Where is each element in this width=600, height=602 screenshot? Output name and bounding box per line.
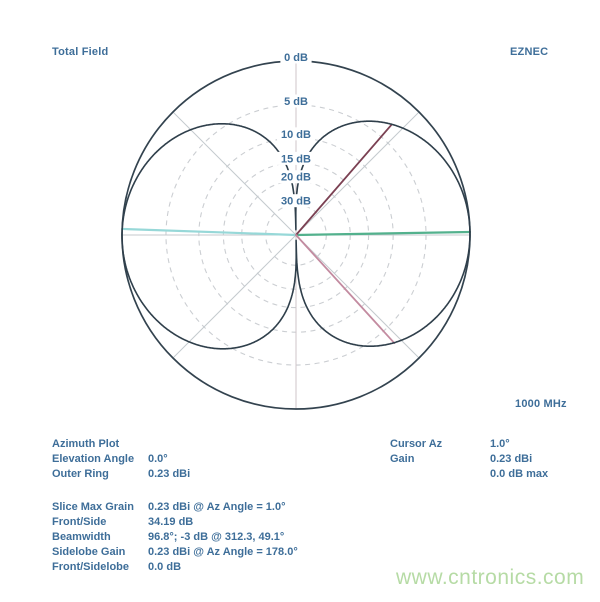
db-label-backing [277,127,315,141]
db-label-backing [277,194,315,208]
info-value: 0.0 dB max [490,468,549,480]
info-row-elevation-angle: Elevation Angle 0.0° [52,452,190,467]
info-row-cursor-az: Cursor Az 1.0° [390,437,548,452]
brand-label: EZNEC [510,46,549,58]
info-label [390,467,490,482]
stats-value: 96.8°; -3 dB @ 312.3, 49.1° [148,531,285,543]
stats-row-front-side: Front/Side 34.19 dB [52,515,298,530]
db-ring-label: 15 dB [281,153,311,165]
stats-label: Front/Sidelobe [52,561,129,573]
db-ring-label: 5 dB [284,96,308,108]
info-value: 0.23 dBi [148,468,191,480]
info-value: 0.23 dBi [490,453,533,465]
info-label: Azimuth Plot [52,438,120,450]
info-label: Gain [390,453,415,465]
db-label-backing [277,151,315,165]
info-row-azimuth-plot: Azimuth Plot [52,437,190,452]
stats-value: 0.0 dB [148,561,182,573]
stats-row-beamwidth: Beamwidth 96.8°; -3 dB @ 312.3, 49.1° [52,530,298,545]
sidelobe-line [121,227,298,237]
plot-info-right: Cursor Az 1.0° Gain 0.23 dBi 0.0 dB max [390,437,548,482]
info-label: Cursor Az [390,438,443,450]
info-value: 0.0° [148,453,168,465]
info-label: Elevation Angle [52,453,135,465]
db-ring-label: 10 dB [281,129,311,141]
db-ring-label: 20 dB [281,172,311,184]
stats-value: 34.19 dB [148,516,194,528]
cursor-line [294,230,472,237]
stats-value: 0.23 dBi @ Az Angle = 1.0° [148,501,286,513]
info-row-gain-max: 0.0 dB max [390,467,548,482]
stats-row-sidelobe-gain: Sidelobe Gain 0.23 dBi @ Az Angle = 178.… [52,545,298,560]
stats-row-slice-max-gain: Slice Max Grain 0.23 dBi @ Az Angle = 1.… [52,500,298,515]
plot-stats: Slice Max Grain 0.23 dBi @ Az Angle = 1.… [52,500,298,575]
db-ring-label: 0 dB [284,52,308,64]
db-label-backing [277,170,315,184]
db-label-backing [280,50,312,64]
db-ring-label: 30 dB [281,196,311,208]
radiation-pattern [121,120,471,350]
stats-value: 0.23 dBi @ Az Angle = 178.0° [148,546,298,558]
stats-label: Sidelobe Gain [52,546,126,558]
info-label: Outer Ring [52,468,109,480]
stats-label: Slice Max Grain [52,501,134,513]
info-row-outer-ring: Outer Ring 0.23 dBi [52,467,190,482]
info-row-gain: Gain 0.23 dBi [390,452,548,467]
stats-row-front-sidelobe: Front/Sidelobe 0.0 dB [52,560,298,575]
azimuth-polar-plot: 0 dB 5 dB 10 dB 15 dB 20 dB 30 dB [121,50,472,410]
plot-info-left: Azimuth Plot Elevation Angle 0.0° Outer … [52,437,190,482]
frequency-label: 1000 MHz [515,398,567,410]
beamwidth-upper-line [295,123,393,236]
beamwidth-lower-line [295,234,396,344]
db-label-backing [280,94,312,108]
stats-label: Beamwidth [52,531,111,543]
watermark: www.cntronics.com [396,566,585,589]
info-value: 1.0° [490,438,510,450]
plot-title: Total Field [52,46,109,58]
stats-label: Front/Side [52,516,107,528]
